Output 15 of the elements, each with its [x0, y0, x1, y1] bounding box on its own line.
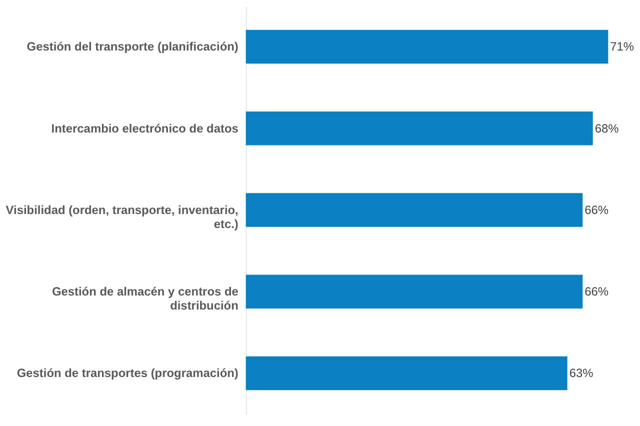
bar	[246, 274, 583, 309]
y-tick-label: Gestión de almacén y centros de distribución	[52, 284, 239, 313]
data-label: 66%	[584, 284, 609, 299]
y-tick-label: Gestión del transporte (planificación)	[26, 40, 238, 54]
bar	[246, 193, 583, 227]
bar	[246, 356, 568, 390]
y-tick-label: Intercambio electrónico de datos	[51, 121, 239, 136]
data-label: 68%	[594, 121, 620, 136]
data-label: 63%	[569, 366, 594, 380]
data-label: 71%	[610, 40, 634, 54]
data-label: 66%	[584, 202, 609, 217]
y-tick-label: Gestión de transportes (programación)	[16, 366, 238, 380]
bar	[246, 111, 593, 146]
bar	[246, 30, 608, 64]
y-tick-label: Visibilidad (orden, transporte, inventario, etc.)	[6, 202, 238, 231]
